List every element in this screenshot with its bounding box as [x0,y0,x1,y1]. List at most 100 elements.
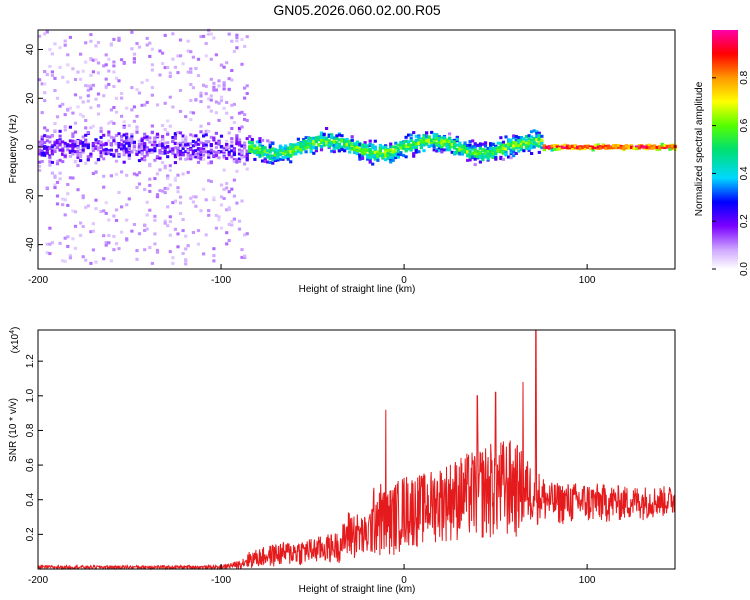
spectrogram-cell [222,146,226,150]
spectrogram-cell [302,144,306,148]
spectrogram-cell [58,129,62,133]
spectrogram-cell [373,150,377,154]
spectrogram-cell [514,141,518,145]
spectrogram-cell [48,160,52,164]
spectrogram-cell [122,120,126,124]
spectrogram-cell [199,94,203,98]
spectrogram-cell [76,155,80,159]
spectrogram-cell [173,146,177,150]
spectrogram-cell [253,157,257,161]
spectrogram-cell [114,159,119,163]
spectrogram-cell [148,136,152,140]
spectrogram-cell [312,151,316,155]
spectrogram-cell [117,37,121,41]
spectrogram-cell [94,141,98,145]
spectrogram-cell [50,74,54,77]
spectrogram-cell [435,143,439,147]
spectrogram-cell [478,142,482,146]
spectrogram-cell [635,147,639,151]
spectrogram-x-tick-label: -100 [211,275,231,286]
spectrogram-cell [81,143,85,147]
spectrogram-cell [366,153,370,157]
spectrogram-cell [50,134,54,138]
spectrogram-cell [63,144,67,148]
spectrogram-cell [68,106,72,110]
spectrogram-cell [207,140,211,144]
spectrogram-cell [281,157,285,161]
spectrogram-cell [261,150,265,154]
spectrogram-cell [84,84,88,88]
spectrogram-cell [184,135,188,139]
spectrogram-cell [84,161,88,165]
spectrogram-cell [166,145,170,149]
spectrogram-cell [155,250,160,254]
spectrogram-cell [304,143,308,147]
spectrogram-cell [94,170,98,174]
spectrogram-cell [63,128,67,132]
spectrogram-cell [153,214,157,218]
spectrogram-cell [114,149,119,153]
spectrogram-cell [53,150,57,154]
spectrogram-cell [45,128,49,132]
spectrogram-cell [94,97,98,101]
spectrogram-cell [61,102,65,106]
spectrogram-cell [343,149,347,153]
spectrogram-cell [601,144,605,147]
spectrogram-cell [91,70,95,74]
spectrogram-cell [440,145,444,149]
spectrogram-cell [112,70,116,74]
spectrogram-cell [168,149,172,153]
spectrogram-cell [163,221,167,225]
spectrogram-cell [337,149,341,153]
spectrogram-cell [196,57,201,61]
spectrogram-cell [453,142,457,146]
spectrogram-cell [127,144,131,147]
spectrogram-cell [240,37,244,41]
spectrogram-cell [58,134,62,138]
spectrogram-cell [91,172,95,175]
spectrogram-cell [214,226,218,230]
spectrogram-cell [332,140,336,144]
spectrogram-cell [207,97,211,101]
spectrogram-cell [478,147,482,150]
spectrogram-cell [253,149,257,153]
snr-x-label: Height of straight line (km) [299,584,416,595]
spectrogram-cell [191,86,195,90]
spectrogram-cell [522,149,526,153]
spectrogram-cell [145,148,149,152]
spectrogram-cell [214,131,218,135]
spectrogram-cell [145,78,149,82]
spectrogram-cell [48,242,52,246]
spectrogram-cell [199,150,203,154]
spectrogram-cell [140,103,144,107]
spectrogram-cell [212,154,216,158]
spectrogram-cell [48,252,52,256]
spectrogram-cell [281,146,285,150]
spectrogram-cell [617,143,621,147]
spectrogram-cell [132,119,136,123]
spectrogram-cell [509,152,513,156]
spectrogram-cell [150,150,154,154]
spectrogram-cell [353,146,357,150]
spectrogram-cell [312,140,316,144]
spectrogram-cell [66,53,70,57]
spectrogram-cell [227,32,231,36]
spectrogram-cell [112,152,116,156]
spectrogram-cell [43,134,47,138]
spectrogram-cell [486,154,490,158]
spectrogram-cell [199,141,203,145]
spectrogram-cell [596,143,600,147]
spectrogram-cell [360,145,365,149]
spectrogram-cell [196,138,201,142]
spectrogram-cell [117,153,121,157]
spectrogram-cell [532,145,536,149]
spectrogram-cell [81,194,85,198]
spectrogram-cell [437,143,441,147]
spectrogram-cell [38,34,42,38]
spectrogram-cell [245,92,249,95]
snr-multiplier-base: (x10 [10,333,21,353]
spectrogram-cell [509,138,513,142]
spectrogram-cell [214,141,218,145]
spectrogram-cell [107,150,111,154]
spectrogram-cell [442,148,447,152]
